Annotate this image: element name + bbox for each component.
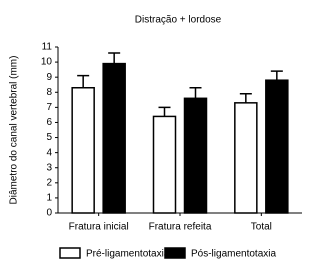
x-tick-label: Total [251,222,272,233]
bar [102,62,126,214]
bar [152,115,177,214]
error-bar [239,93,252,103]
bar [71,86,95,214]
y-tick-label: 7 [46,102,52,113]
y-tick-label: 0 [46,208,52,219]
error-bar [270,70,283,81]
y-tick-label: 2 [46,177,52,188]
error-bar [77,74,90,88]
bar [183,97,208,214]
y-axis-label: Diâmetro do canal vertebral (mm) [9,56,20,205]
y-tick-label: 9 [46,72,52,83]
chart-title: Distração + lordose [135,15,222,26]
y-tick-label: 4 [46,147,52,158]
y-tick-label: 5 [46,132,52,143]
y-tick-label: 3 [46,162,52,173]
legend-swatch [59,247,81,259]
legend-label: Pós-ligamentotaxia [191,249,276,260]
y-tick-label: 10 [41,57,53,68]
y-tick-label: 11 [42,42,53,53]
y-tick-label: 8 [46,87,52,98]
error-bar [108,52,121,64]
y-tick-label: 6 [46,117,52,128]
y-tick-label: 1 [46,193,52,204]
legend-swatch [164,247,186,259]
error-bar [158,106,171,117]
bar [265,79,289,214]
x-tick-label: Fratura inicial [69,222,129,233]
error-bar [189,86,202,99]
bar [234,102,258,214]
legend-label: Pré-ligamentotaxia [86,249,170,260]
x-tick-label: Fratura refeita [149,222,212,233]
